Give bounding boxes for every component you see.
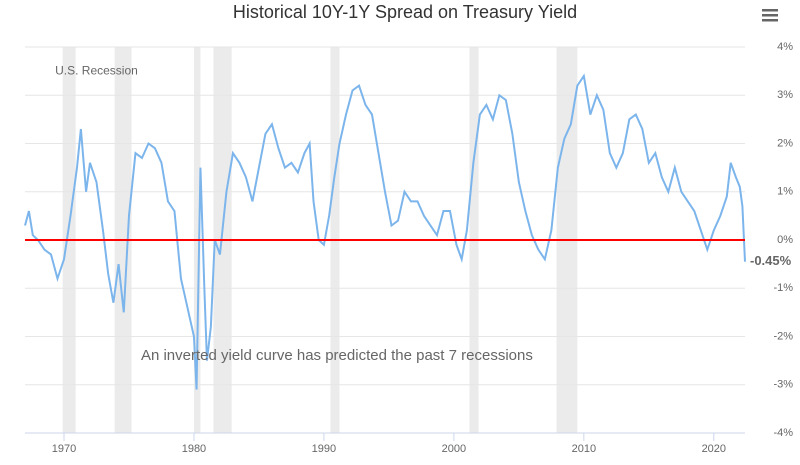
annotation: An inverted yield curve has predicted th… xyxy=(141,347,533,364)
x-tick-label: 2020 xyxy=(702,443,726,455)
annotation: U.S. Recession xyxy=(55,63,138,77)
x-tick-label: 2000 xyxy=(442,443,466,455)
y-tick-label: -1% xyxy=(773,282,793,294)
y-tick-label: 2% xyxy=(777,137,793,149)
menu-bar[interactable] xyxy=(762,9,778,12)
y-tick-label: 1% xyxy=(777,186,793,198)
data-line xyxy=(24,73,746,390)
y-tick-label: -3% xyxy=(773,379,793,391)
y-tick-label: 3% xyxy=(777,89,793,101)
menu-bar[interactable] xyxy=(762,19,778,22)
y-tick-label: -4% xyxy=(773,427,793,439)
y-tick-label: 0% xyxy=(777,234,793,246)
end-value-label: -0.45% xyxy=(750,253,792,268)
x-tick-label: 1990 xyxy=(312,443,336,455)
y-tick-label: 4% xyxy=(777,41,793,53)
chart-title: Historical 10Y-1Y Spread on Treasury Yie… xyxy=(233,2,577,22)
menu-icon[interactable] xyxy=(762,9,778,22)
x-tick-label: 1970 xyxy=(52,443,76,455)
menu-bar[interactable] xyxy=(762,14,778,17)
x-tick-label: 2010 xyxy=(572,443,596,455)
x-tick-label: 1980 xyxy=(182,443,206,455)
y-tick-label: -2% xyxy=(773,330,793,342)
